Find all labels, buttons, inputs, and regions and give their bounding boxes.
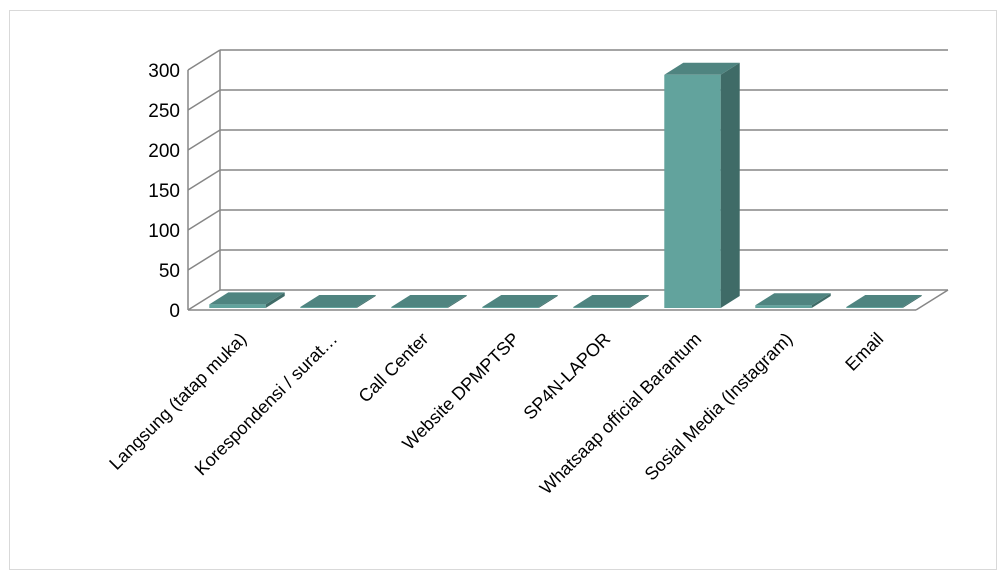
gridline-depth xyxy=(187,89,221,111)
y-tick-label: 100 xyxy=(148,221,180,242)
bars xyxy=(209,62,922,308)
gridlines xyxy=(187,49,949,311)
y-tick-label: 50 xyxy=(159,261,180,282)
bar-top xyxy=(846,295,922,307)
gridline-depth xyxy=(187,169,221,191)
gridline-depth xyxy=(187,249,221,271)
bar xyxy=(482,295,558,308)
bar-side xyxy=(811,293,831,308)
y-tick-label: 300 xyxy=(148,61,180,82)
bar-top xyxy=(482,295,558,307)
bar xyxy=(846,295,922,308)
x-tick-label: Email xyxy=(841,329,887,375)
bar-front xyxy=(846,307,903,308)
x-axis-labels: Langsung (tatap muka)Korespondensi / sur… xyxy=(105,329,887,499)
bar xyxy=(391,295,467,308)
bar-side xyxy=(265,292,285,308)
bar xyxy=(209,292,285,308)
bar xyxy=(664,62,740,308)
bar-top xyxy=(573,295,649,307)
bar-side xyxy=(720,62,740,308)
x-tick-label: SP4N-LAPOR xyxy=(520,329,615,424)
gridline-depth xyxy=(187,289,221,311)
bar-front xyxy=(391,307,448,308)
x-tick-label: Call Center xyxy=(355,329,433,407)
bar-front xyxy=(664,74,721,308)
bar xyxy=(300,295,376,308)
bar-side xyxy=(447,295,467,308)
bar xyxy=(755,293,831,308)
y-axis-ticks: 0 50 100 150 200 250 300 xyxy=(148,61,180,322)
bar-front xyxy=(482,307,539,308)
gridline-depth xyxy=(187,49,221,71)
x-tick-label: Sosial Media (Instagram) xyxy=(641,329,797,485)
bar-front xyxy=(573,307,630,308)
bar-top xyxy=(300,295,376,307)
y-tick-label: 250 xyxy=(148,101,180,122)
gridline-depth xyxy=(187,209,221,231)
gridline-depth xyxy=(187,129,221,151)
bar-side xyxy=(629,295,649,308)
bar-top xyxy=(391,295,467,307)
y-tick-label: 150 xyxy=(148,181,180,202)
bar-side xyxy=(356,295,376,308)
bar-front xyxy=(755,305,812,308)
bar-side xyxy=(902,295,922,308)
floor-edge xyxy=(915,289,949,311)
bar-top xyxy=(209,292,285,305)
bar-front xyxy=(300,307,357,308)
bar-top xyxy=(755,293,831,306)
bar-side xyxy=(538,295,558,308)
bar-top xyxy=(664,62,740,75)
x-tick-label: Whatsaap official Barantum xyxy=(536,329,706,499)
y-tick-label: 200 xyxy=(148,141,180,162)
bar xyxy=(573,295,649,308)
bar-front xyxy=(209,304,266,308)
y-tick-label: 0 xyxy=(169,301,180,322)
